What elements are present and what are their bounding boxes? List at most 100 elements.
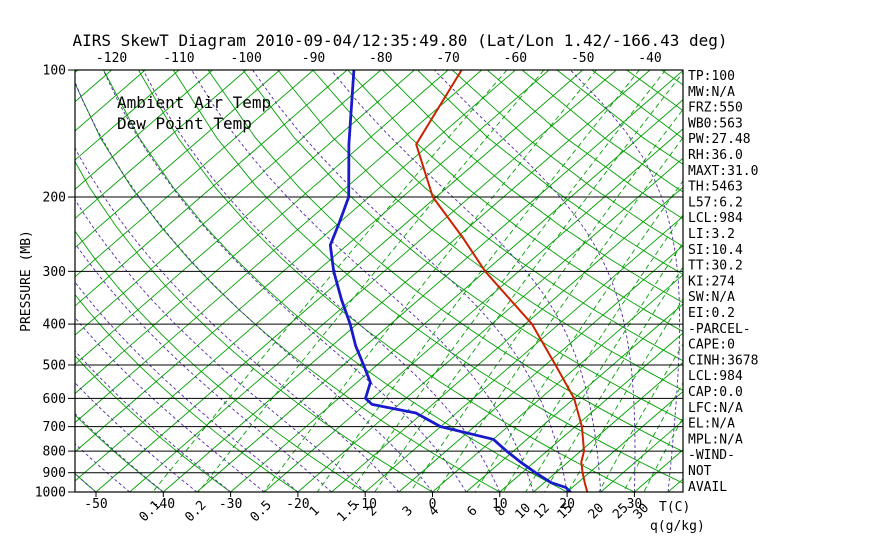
- moist-adiabat-line: [570, 70, 681, 492]
- isotherm-line: [75, 70, 348, 307]
- top-temp-label: -110: [163, 51, 194, 66]
- mixing-ratio-line: [623, 381, 683, 492]
- moist-adiabat-line: [102, 70, 467, 492]
- mixing-ratio-line: [474, 180, 683, 492]
- dry-adiabat-line: [138, 70, 635, 492]
- moist-adiabat-line: [433, 70, 636, 492]
- bottom-temp-label: -20: [286, 497, 309, 512]
- isotherm-line: [75, 70, 516, 453]
- dry-adiabat-line: [75, 293, 299, 492]
- dry-adiabat-line: [382, 70, 683, 304]
- mixing-ratio-line: [410, 108, 683, 492]
- isotherm-line: [566, 390, 683, 492]
- dry-adiabat-line: [277, 70, 683, 391]
- moist-adiabat-line: [191, 70, 534, 492]
- stats-line: NOT: [688, 464, 712, 479]
- top-temp-label: -100: [231, 51, 262, 66]
- mixing-ratio-line: [598, 343, 683, 492]
- moist-adiabat-line: [330, 70, 602, 492]
- moist-adiabat-line: [75, 242, 332, 492]
- isotherm-line: [196, 70, 683, 492]
- mixing-ratio-label: 3: [400, 503, 416, 519]
- dry-adiabat-line: [207, 70, 683, 453]
- isotherm-line: [75, 70, 314, 278]
- bottom-temp-label: -50: [84, 497, 107, 512]
- pressure-tick-label: 800: [43, 445, 66, 460]
- top-temp-label: -80: [369, 51, 392, 66]
- stats-line: L57:6.2: [688, 195, 743, 210]
- pressure-tick-label: 400: [43, 318, 66, 333]
- stats-line: LCL:984: [688, 369, 743, 384]
- stats-line: MAXT:31.0: [688, 164, 758, 179]
- moist-adiabat-line: [75, 147, 400, 492]
- stats-line: SI:10.4: [688, 243, 743, 258]
- mixing-ratio-label: 0.2: [182, 498, 209, 525]
- bottom-temp-label: -10: [353, 497, 376, 512]
- pressure-tick-label: 500: [43, 358, 66, 373]
- stats-line: AVAIL: [688, 480, 727, 495]
- dry-adiabat-line: [103, 70, 568, 492]
- pressure-tick-label: 1000: [35, 486, 66, 501]
- chart-title: AIRS SkewT Diagram 2010-09-04/12:35:49.8…: [72, 31, 727, 50]
- mixing-ratio-line: [544, 266, 683, 492]
- dry-adiabat-line: [75, 230, 366, 492]
- plot-border: [74, 69, 684, 493]
- stats-line: EL:N/A: [688, 417, 735, 432]
- isotherm-line: [75, 70, 382, 336]
- stats-line: TP:100: [688, 69, 735, 84]
- dry-adiabat-line: [347, 70, 683, 333]
- mixing-ratio-line: [374, 71, 683, 492]
- axis-ticks: [68, 69, 635, 497]
- dry-adiabat-line: [75, 414, 164, 492]
- mixing-ratio-line: [350, 70, 666, 492]
- isotherm-line: [634, 449, 683, 492]
- pressure-tick-label: 100: [43, 64, 66, 79]
- isotherm-line: [600, 420, 683, 492]
- pressure-tick-label: 200: [43, 191, 66, 206]
- stats-line: MW:N/A: [688, 85, 735, 100]
- stats-line: RH:36.0: [688, 148, 743, 163]
- pressure-labels: 100 200 300 400 500 600 700 800 900 1000: [35, 64, 66, 501]
- bottom-temp-label: 10: [492, 497, 508, 512]
- bottom-temp-label: 20: [559, 497, 575, 512]
- dry-adiabat-line: [75, 160, 433, 492]
- isotherm-line: [297, 157, 683, 492]
- isotherm-line: [95, 70, 583, 492]
- bottom-temp-label: -30: [219, 497, 242, 512]
- stats-line: TT:30.2: [688, 259, 743, 274]
- mixing-ratio-line: [316, 70, 640, 492]
- dry-adiabat-line: [75, 355, 231, 492]
- moist-adiabat-line: [252, 70, 568, 492]
- mixing-ratio-line: [263, 70, 597, 492]
- isotherm-line: [75, 70, 247, 220]
- mixing-ratio-label: 20: [586, 501, 608, 523]
- stats-line: CAPE:0: [688, 338, 735, 353]
- mixing-ratio-label: 1: [307, 503, 323, 519]
- pressure-tick-label: 600: [43, 392, 66, 407]
- mixing-ratio-label: 0.5: [248, 498, 275, 525]
- isotherm-line: [364, 215, 683, 492]
- isotherm-line: [75, 70, 449, 395]
- moist-adiabat-line: [75, 198, 366, 492]
- top-temp-label: -60: [504, 51, 527, 66]
- mixing-ratio-line: [436, 136, 683, 492]
- pressure-tick-label: 300: [43, 265, 66, 280]
- isotherm-line: [75, 70, 415, 365]
- isotherm-line: [129, 70, 617, 492]
- isotherm-line: [432, 274, 683, 492]
- bottom-temp-labels: -50 -40 -30 -20 -10 0 10 20 30: [84, 497, 642, 512]
- moist-adiabat-line: [75, 350, 231, 492]
- moist-adiabat-grid: [75, 70, 681, 492]
- stats-panel: TP:100MW:N/AFRZ:550WB0:563PW:27.48RH:36.…: [688, 69, 758, 495]
- stats-line: -PARCEL-: [688, 322, 751, 337]
- moist-adiabat-line: [75, 443, 130, 492]
- moist-adiabat-line: [75, 281, 299, 492]
- pressure-gridlines: [75, 69, 683, 493]
- dry-adiabat-line: [312, 70, 683, 362]
- moist-adiabat-line: [75, 80, 433, 492]
- bottom-temp-label: 0: [429, 497, 437, 512]
- moist-adiabat-line: [75, 317, 265, 492]
- isotherm-line: [75, 70, 79, 74]
- pressure-axis-label: PRESSURE (MB): [19, 230, 34, 332]
- dry-adiabat-line: [75, 82, 501, 492]
